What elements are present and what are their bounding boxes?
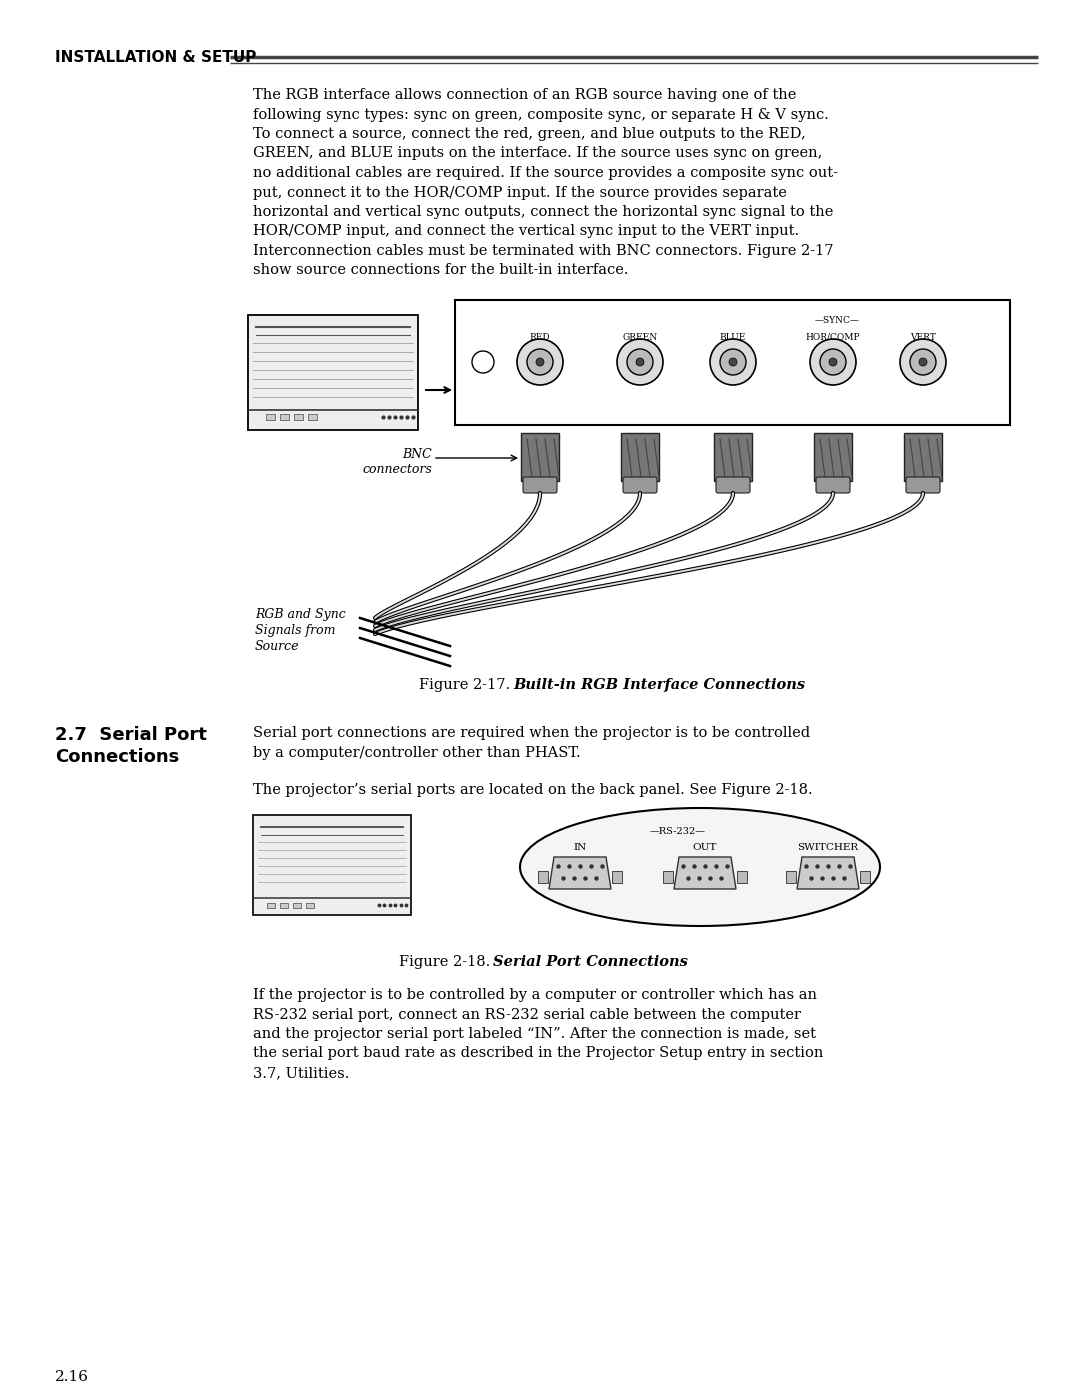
Bar [267, 902, 275, 908]
Text: 2.16: 2.16 [55, 1370, 89, 1384]
Text: —RS-232—: —RS-232— [650, 827, 706, 835]
Text: 2.7  Serial Port: 2.7 Serial Port [55, 726, 207, 745]
Bar [455, 300, 1010, 425]
Text: GREEN: GREEN [622, 332, 658, 342]
Text: connectors: connectors [362, 462, 432, 476]
Bar [248, 314, 418, 430]
Circle shape [900, 339, 946, 386]
Text: Serial port connections are required when the projector is to be controlled: Serial port connections are required whe… [253, 726, 810, 740]
Text: Serial Port Connections: Serial Port Connections [492, 956, 688, 970]
Bar [521, 433, 559, 481]
Text: put, connect it to the HOR/COMP input. If the source provides separate: put, connect it to the HOR/COMP input. I… [253, 186, 787, 200]
Bar [814, 433, 852, 481]
Text: If the projector is to be controlled by a computer or controller which has an: If the projector is to be controlled by … [253, 988, 816, 1002]
Bar [538, 870, 548, 883]
Circle shape [810, 339, 856, 386]
Text: no additional cables are required. If the source provides a composite sync out-: no additional cables are required. If th… [253, 166, 838, 180]
Bar [621, 433, 659, 481]
Polygon shape [549, 856, 611, 888]
Bar [293, 902, 301, 908]
Text: BLUE: BLUE [719, 332, 746, 342]
Text: Interconnection cables must be terminated with BNC connectors. Figure 2-17: Interconnection cables must be terminate… [253, 244, 834, 258]
Text: To connect a source, connect the red, green, and blue outputs to the RED,: To connect a source, connect the red, gr… [253, 127, 806, 141]
Text: by a computer/controller other than PHAST.: by a computer/controller other than PHAS… [253, 746, 581, 760]
FancyBboxPatch shape [816, 476, 850, 493]
FancyBboxPatch shape [716, 476, 750, 493]
Text: horizontal and vertical sync outputs, connect the horizontal sync signal to the: horizontal and vertical sync outputs, co… [253, 205, 834, 219]
Text: Figure 2-18.: Figure 2-18. [399, 956, 490, 970]
Circle shape [636, 358, 644, 366]
Text: VERT: VERT [910, 332, 936, 342]
Bar [306, 902, 314, 908]
Circle shape [919, 358, 927, 366]
Text: HOR/COMP: HOR/COMP [806, 332, 861, 342]
Text: show source connections for the built-in interface.: show source connections for the built-in… [253, 264, 629, 278]
Bar [786, 870, 796, 883]
Circle shape [517, 339, 563, 386]
Bar [253, 814, 411, 915]
FancyBboxPatch shape [523, 476, 557, 493]
Text: Signals from: Signals from [255, 624, 336, 637]
Polygon shape [797, 856, 859, 888]
Circle shape [527, 349, 553, 374]
Circle shape [472, 351, 494, 373]
Text: The RGB interface allows connection of an RGB source having one of the: The RGB interface allows connection of a… [253, 88, 796, 102]
Text: IN: IN [573, 842, 586, 852]
Bar [737, 870, 747, 883]
Text: SWITCHER: SWITCHER [797, 842, 859, 852]
Ellipse shape [519, 807, 880, 926]
Text: RS-232 serial port, connect an RS-232 serial cable between the computer: RS-232 serial port, connect an RS-232 se… [253, 1007, 801, 1021]
Circle shape [536, 358, 544, 366]
Circle shape [820, 349, 846, 374]
Circle shape [627, 349, 653, 374]
Bar [714, 433, 752, 481]
Text: following sync types: sync on green, composite sync, or separate H & V sync.: following sync types: sync on green, com… [253, 108, 828, 122]
FancyBboxPatch shape [623, 476, 657, 493]
Text: RED: RED [529, 332, 551, 342]
Bar [294, 414, 303, 420]
Bar [266, 414, 275, 420]
Text: —SYNC—: —SYNC— [814, 316, 860, 326]
Polygon shape [674, 856, 735, 888]
Text: The projector’s serial ports are located on the back panel. See Figure 2-18.: The projector’s serial ports are located… [253, 782, 812, 798]
Text: Source: Source [255, 640, 299, 652]
Text: Connections: Connections [55, 747, 179, 766]
Text: GREEN, and BLUE inputs on the interface. If the source uses sync on green,: GREEN, and BLUE inputs on the interface.… [253, 147, 822, 161]
Bar [280, 414, 289, 420]
Circle shape [710, 339, 756, 386]
Bar [663, 870, 673, 883]
Text: BNC: BNC [402, 448, 432, 461]
Text: Figure 2-17.: Figure 2-17. [419, 678, 510, 692]
Circle shape [617, 339, 663, 386]
Text: INSTALLATION & SETUP: INSTALLATION & SETUP [55, 50, 256, 66]
Text: the serial port baud rate as described in the Projector Setup entry in section: the serial port baud rate as described i… [253, 1046, 823, 1060]
Circle shape [910, 349, 936, 374]
Text: Built-in RGB Interface Connections: Built-in RGB Interface Connections [513, 678, 805, 692]
Bar [612, 870, 622, 883]
FancyBboxPatch shape [906, 476, 940, 493]
Bar [860, 870, 870, 883]
Text: HOR/COMP input, and connect the vertical sync input to the VERT input.: HOR/COMP input, and connect the vertical… [253, 225, 799, 239]
Bar [308, 414, 318, 420]
Bar [904, 433, 942, 481]
Bar [280, 902, 288, 908]
Circle shape [829, 358, 837, 366]
Text: RGB and Sync: RGB and Sync [255, 608, 346, 622]
Text: 3.7, Utilities.: 3.7, Utilities. [253, 1066, 349, 1080]
Circle shape [720, 349, 746, 374]
Text: and the projector serial port labeled “IN”. After the connection is made, set: and the projector serial port labeled “I… [253, 1027, 816, 1041]
Text: OUT: OUT [692, 842, 717, 852]
Circle shape [729, 358, 737, 366]
